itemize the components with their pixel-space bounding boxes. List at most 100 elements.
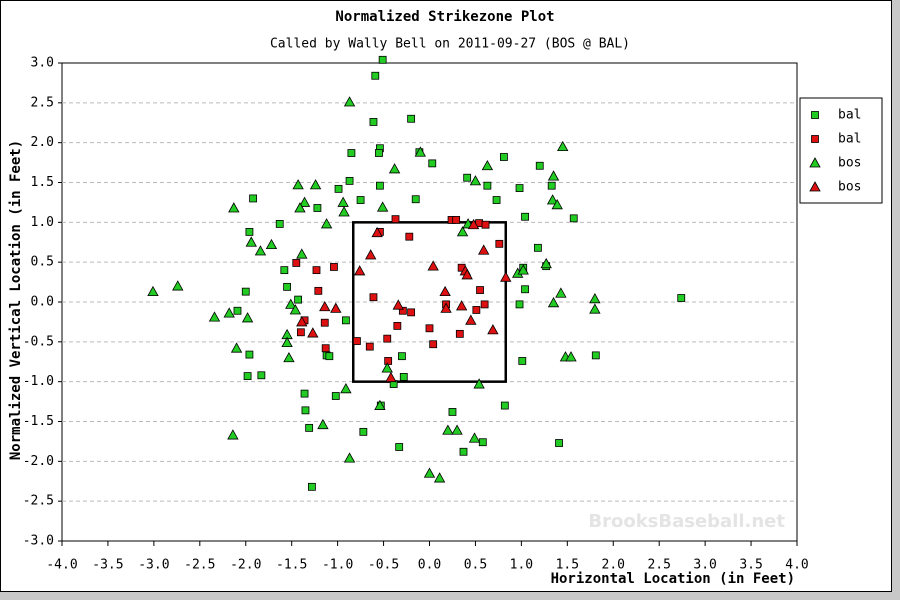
point	[257, 371, 266, 380]
point	[423, 467, 436, 478]
point	[227, 429, 239, 440]
point	[292, 259, 301, 267]
point	[337, 196, 349, 207]
point	[281, 336, 293, 348]
point	[465, 314, 477, 325]
point	[317, 418, 329, 430]
point	[241, 287, 250, 296]
point	[521, 285, 529, 294]
x-tick-label: -1.5	[276, 558, 307, 573]
point	[353, 265, 366, 276]
point	[301, 406, 310, 415]
point	[483, 181, 492, 190]
strike-zone	[351, 221, 508, 383]
point	[405, 232, 414, 241]
point	[469, 175, 482, 186]
point	[500, 153, 508, 161]
point	[442, 424, 454, 435]
point	[461, 269, 473, 280]
point	[343, 452, 356, 463]
y-tick-label: -0.5	[23, 334, 54, 349]
y-tick-label: -1.0	[23, 374, 54, 389]
point	[275, 220, 284, 228]
point	[677, 294, 686, 302]
point	[487, 324, 499, 335]
point	[296, 316, 308, 327]
point	[331, 392, 340, 400]
point	[384, 357, 393, 365]
y-tick-label: 1.5	[31, 175, 54, 190]
point	[480, 300, 489, 309]
point	[481, 220, 490, 229]
point	[517, 264, 529, 275]
point	[467, 218, 480, 230]
point	[391, 215, 400, 224]
point	[515, 184, 524, 192]
point	[451, 424, 463, 435]
point	[547, 170, 560, 181]
point	[557, 140, 569, 152]
x-tick-label: 0.5	[464, 558, 487, 573]
legend-marker	[811, 111, 819, 119]
point	[463, 173, 472, 182]
point	[307, 482, 316, 491]
point	[280, 266, 289, 275]
y-tick-label: 3.0	[31, 56, 54, 71]
x-tick-label: -1.0	[322, 558, 353, 573]
point	[540, 257, 552, 269]
point	[492, 196, 501, 204]
point	[369, 293, 378, 302]
point	[459, 447, 468, 456]
point	[320, 218, 333, 229]
x-tick-label: -0.5	[368, 558, 399, 573]
point	[476, 286, 484, 294]
point	[439, 285, 451, 297]
x-tick-label: -2.5	[184, 558, 215, 573]
point	[265, 238, 278, 250]
point	[319, 300, 331, 312]
point	[307, 327, 319, 338]
legend-label: bos	[838, 180, 861, 195]
x-tick-label: -2.0	[230, 558, 261, 573]
x-tick-label: 3.5	[739, 558, 762, 573]
point	[414, 146, 426, 157]
point	[392, 299, 404, 310]
y-tick-label: 0.5	[31, 255, 54, 270]
x-tick-label: -4.0	[46, 558, 77, 573]
point	[555, 287, 567, 298]
point	[385, 371, 397, 383]
point	[298, 196, 311, 207]
point	[472, 306, 481, 314]
point	[381, 362, 393, 373]
legend: bal bal bos bos	[799, 97, 883, 204]
point	[534, 243, 542, 252]
point	[569, 214, 578, 223]
point	[294, 295, 303, 304]
point	[429, 340, 438, 349]
legend-label: bal	[838, 108, 861, 123]
point	[356, 196, 365, 204]
point	[448, 408, 457, 416]
point	[478, 244, 490, 255]
point	[428, 159, 437, 168]
point	[320, 318, 329, 327]
point	[547, 181, 556, 190]
point	[347, 149, 356, 157]
point	[591, 351, 600, 360]
point	[230, 342, 243, 353]
point	[425, 324, 434, 333]
point	[473, 378, 485, 389]
point	[172, 280, 184, 291]
point	[371, 226, 383, 238]
legend-label: bal	[838, 132, 861, 147]
point	[340, 383, 352, 394]
point	[285, 298, 297, 309]
point	[468, 432, 481, 443]
point	[365, 249, 377, 260]
point	[249, 194, 258, 203]
point	[241, 312, 254, 323]
point	[393, 321, 402, 330]
point	[312, 266, 321, 275]
point	[353, 337, 361, 345]
y-tick-label: -3.0	[23, 534, 54, 549]
